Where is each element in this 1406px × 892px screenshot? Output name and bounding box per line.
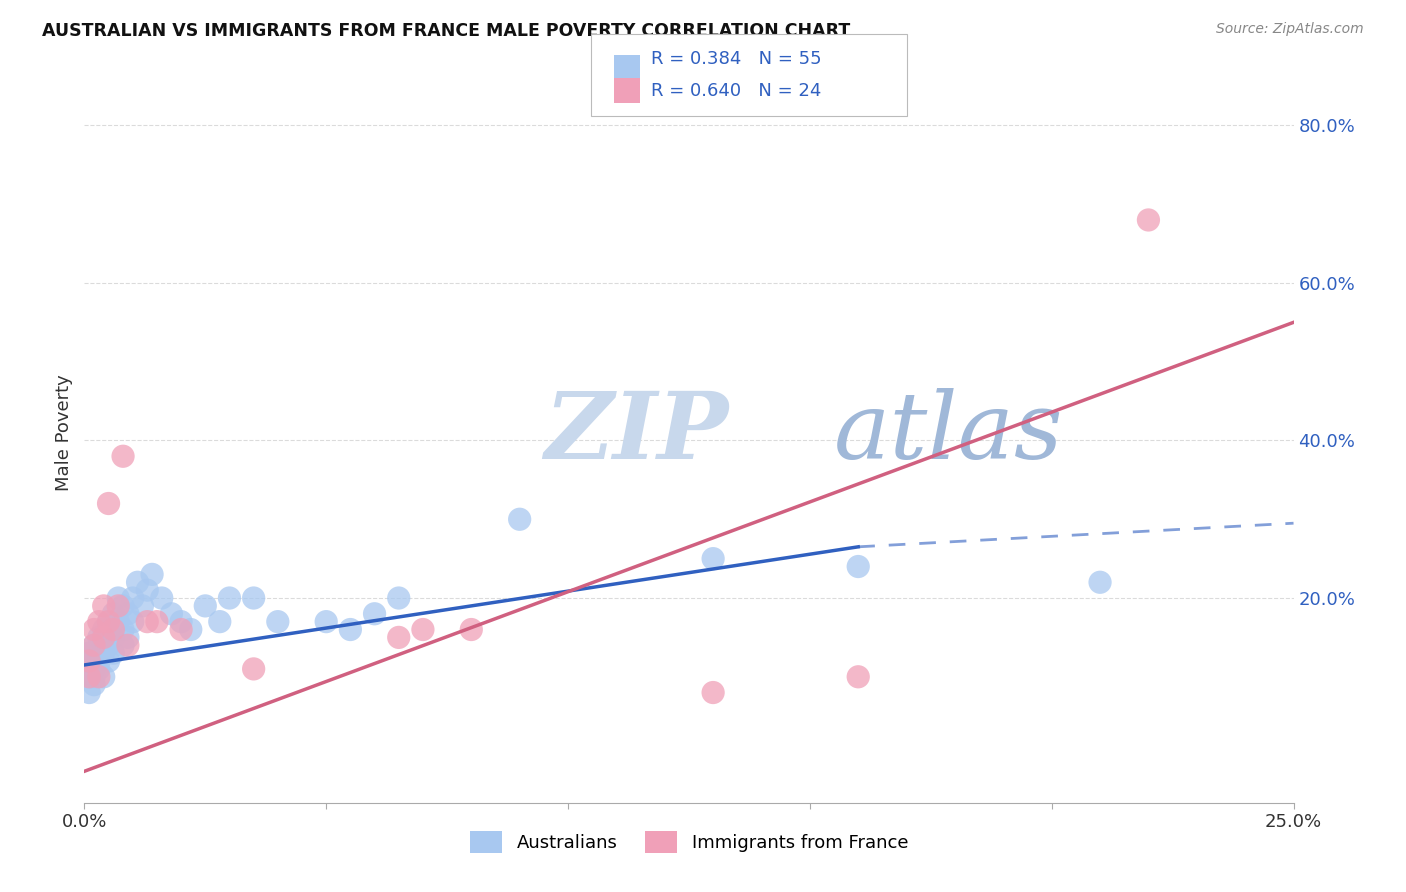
Point	[87, 670, 110, 684]
Point	[121, 591, 143, 605]
Point	[97, 654, 120, 668]
Point	[103, 623, 125, 637]
Point	[136, 583, 159, 598]
Point	[846, 670, 869, 684]
Point	[117, 638, 139, 652]
Point	[160, 607, 183, 621]
Point	[702, 685, 724, 699]
Point	[77, 654, 100, 668]
Point	[150, 591, 173, 605]
Point	[180, 623, 202, 637]
Text: atlas: atlas	[834, 388, 1063, 477]
Point	[83, 638, 105, 652]
Point	[388, 591, 411, 605]
Point	[87, 631, 110, 645]
Point	[83, 670, 105, 684]
Point	[121, 615, 143, 629]
Point	[103, 646, 125, 660]
Point	[93, 631, 115, 645]
Point	[83, 623, 105, 637]
Point	[846, 559, 869, 574]
Point	[702, 551, 724, 566]
Point	[136, 615, 159, 629]
Legend: Australians, Immigrants from France: Australians, Immigrants from France	[463, 824, 915, 861]
Point	[1088, 575, 1111, 590]
Point	[131, 599, 153, 613]
Point	[97, 496, 120, 510]
Point	[83, 662, 105, 676]
Point	[103, 607, 125, 621]
Point	[146, 615, 169, 629]
Point	[315, 615, 337, 629]
Point	[107, 591, 129, 605]
Point	[87, 615, 110, 629]
Point	[208, 615, 231, 629]
Point	[112, 638, 135, 652]
Point	[107, 615, 129, 629]
Point	[242, 662, 264, 676]
Point	[93, 646, 115, 660]
Point	[103, 631, 125, 645]
Point	[83, 678, 105, 692]
Point	[509, 512, 531, 526]
Point	[127, 575, 149, 590]
Point	[112, 599, 135, 613]
Point	[194, 599, 217, 613]
Point	[107, 599, 129, 613]
Point	[93, 623, 115, 637]
Point	[87, 654, 110, 668]
Point	[97, 638, 120, 652]
Point	[83, 638, 105, 652]
Point	[412, 623, 434, 637]
Point	[141, 567, 163, 582]
Point	[117, 631, 139, 645]
Point	[83, 654, 105, 668]
Point	[93, 599, 115, 613]
Point	[170, 615, 193, 629]
Text: AUSTRALIAN VS IMMIGRANTS FROM FRANCE MALE POVERTY CORRELATION CHART: AUSTRALIAN VS IMMIGRANTS FROM FRANCE MAL…	[42, 22, 851, 40]
Point	[1137, 213, 1160, 227]
Point	[93, 638, 115, 652]
Point	[339, 623, 361, 637]
Point	[97, 623, 120, 637]
Point	[267, 615, 290, 629]
Point	[87, 646, 110, 660]
Point	[93, 631, 115, 645]
Point	[77, 670, 100, 684]
Text: Source: ZipAtlas.com: Source: ZipAtlas.com	[1216, 22, 1364, 37]
Point	[460, 623, 482, 637]
Point	[388, 631, 411, 645]
Point	[97, 615, 120, 629]
Point	[97, 615, 120, 629]
Point	[77, 670, 100, 684]
Text: R = 0.640   N = 24: R = 0.640 N = 24	[651, 82, 821, 100]
Text: ZIP: ZIP	[544, 388, 728, 477]
Point	[363, 607, 385, 621]
Text: R = 0.384   N = 55: R = 0.384 N = 55	[651, 50, 821, 68]
Point	[242, 591, 264, 605]
Point	[112, 623, 135, 637]
Point	[112, 449, 135, 463]
Point	[170, 623, 193, 637]
Point	[77, 685, 100, 699]
Point	[77, 646, 100, 660]
Point	[218, 591, 240, 605]
Y-axis label: Male Poverty: Male Poverty	[55, 375, 73, 491]
Point	[87, 662, 110, 676]
Point	[117, 607, 139, 621]
Point	[77, 654, 100, 668]
Point	[93, 670, 115, 684]
